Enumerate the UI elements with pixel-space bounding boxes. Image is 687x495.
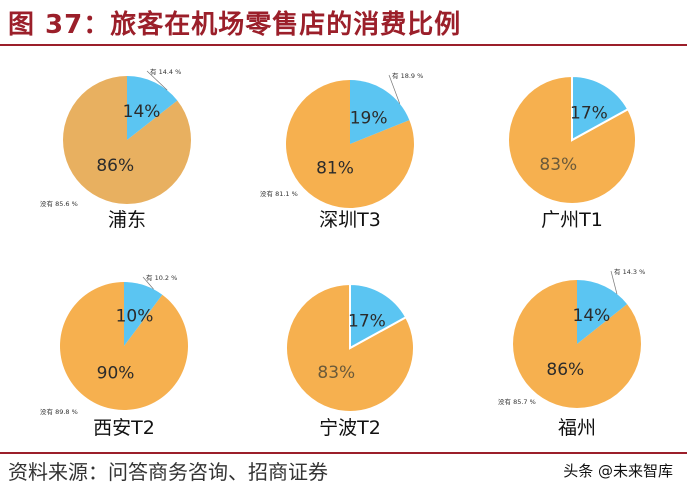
pie-slice-yes [571, 74, 630, 142]
title-rule [0, 44, 687, 46]
pie-slice-yes [349, 282, 408, 350]
pct-label-yes: 19% [350, 108, 388, 128]
pie-chart-1: 19% 81% 有 18.9 % 没有 81.1 % 深圳T3 [260, 71, 423, 231]
pie-slice-yes [350, 80, 410, 144]
pie-slice-yes [577, 280, 628, 344]
footer-rule [0, 452, 687, 454]
callout-yes: 有 10.2 % [146, 273, 177, 282]
pie-slice-yes [124, 282, 163, 346]
pie-chart-2: 17% 83% 广州T1 [507, 74, 637, 231]
pct-label-yes: 17% [570, 103, 608, 123]
pie-title: 广州T1 [541, 209, 603, 231]
figure-title: 图 37：旅客在机场零售店的消费比例 [8, 10, 462, 40]
pct-label-no: 86% [546, 360, 584, 380]
callout-leader-yes [146, 70, 168, 91]
pct-label-no: 83% [317, 363, 355, 383]
pct-label-no: 90% [97, 364, 135, 384]
pct-label-no: 81% [316, 158, 354, 178]
pie-title: 福州 [558, 417, 596, 439]
pie-slice-no [285, 282, 415, 413]
pie-title: 深圳T3 [319, 209, 381, 231]
callout-yes: 有 18.9 % [392, 71, 423, 80]
pct-label-yes: 14% [573, 306, 611, 326]
callout-no: 没有 85.6 % [40, 199, 78, 208]
pct-label-yes: 14% [123, 102, 161, 122]
watermark-text: 头条 @未来智库 [563, 462, 673, 480]
pie-slice-yes [127, 76, 178, 140]
pie-chart-0: 14% 86% 有 14.4 % 没有 85.6 % 浦东 [40, 67, 191, 231]
pie-chart-3: 10% 90% 有 10.2 % 没有 89.8 % 西安T2 [40, 273, 189, 439]
pie-chart-grid: 14% 86% 有 14.4 % 没有 85.6 % 浦东 19% 81% 有 18.9 % 没… [40, 67, 645, 439]
source-note: 资料来源：问答商务咨询、招商证券 [8, 460, 328, 484]
callout-leader-yes [142, 276, 154, 290]
callout-no: 没有 85.7 % [498, 397, 536, 406]
pie-chart-5: 14% 86% 有 14.3 % 没有 85.7 % 福州 [498, 267, 645, 439]
pct-label-yes: 17% [348, 311, 386, 331]
pie-chart-4: 17% 83% 宁波T2 [285, 282, 415, 439]
callout-yes: 有 14.3 % [614, 267, 645, 276]
callout-no: 没有 81.1 % [260, 189, 298, 198]
pct-label-no: 83% [539, 155, 577, 175]
pie-slice-no [285, 80, 414, 208]
pie-title: 浦东 [108, 209, 146, 231]
callout-leader-yes [610, 270, 618, 295]
pct-label-no: 86% [96, 156, 134, 176]
pct-label-yes: 10% [116, 306, 154, 326]
callout-yes: 有 14.4 % [150, 67, 181, 76]
callout-leader-yes [388, 74, 401, 104]
pie-title: 宁波T2 [319, 417, 381, 439]
pie-title: 西安T2 [93, 417, 155, 439]
callout-no: 没有 89.8 % [40, 407, 78, 416]
pie-slice-no [507, 74, 637, 205]
pie-slice-no [60, 282, 189, 410]
